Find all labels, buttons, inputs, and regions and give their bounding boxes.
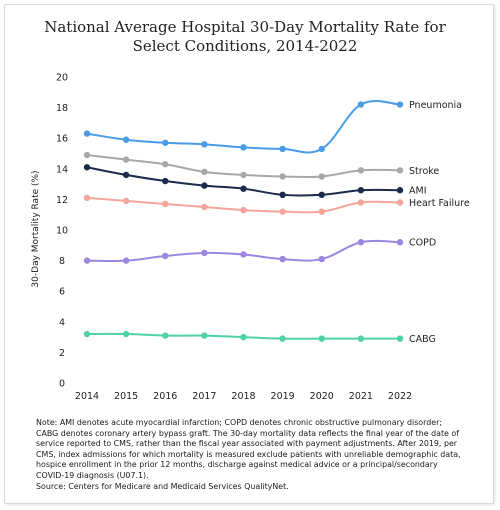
data-point [279, 208, 286, 215]
data-point [279, 145, 286, 153]
note-text: Note: AMI denotes acute myocardial infar… [36, 418, 461, 480]
data-point [396, 199, 404, 206]
data-point [162, 161, 169, 168]
data-point [357, 187, 365, 194]
data-point [396, 167, 404, 174]
series-label: Heart Failure [409, 198, 470, 209]
y-tick-label: 16 [56, 134, 68, 145]
x-tick-label: 2018 [231, 391, 255, 402]
series-label: Stroke [409, 166, 439, 177]
data-point [122, 171, 130, 179]
data-point [240, 171, 247, 179]
y-tick-label: 18 [56, 103, 68, 114]
data-point [357, 239, 365, 246]
data-point [162, 177, 169, 185]
y-axis-label: 30-Day Mortality Rate (%) [31, 170, 41, 287]
data-point [83, 130, 91, 137]
series-ami: AMI [83, 164, 427, 199]
x-tick-label: 2014 [75, 391, 99, 402]
y-tick-label: 4 [59, 317, 65, 328]
data-point [396, 187, 404, 194]
x-tick-label: 2020 [310, 391, 334, 402]
data-point [318, 145, 325, 153]
x-tick-label: 2022 [388, 391, 412, 402]
y-tick-label: 10 [56, 226, 68, 237]
data-point [122, 136, 130, 143]
data-point [318, 191, 325, 199]
series-pneumonia: Pneumonia [83, 100, 462, 154]
x-tick-label: 2017 [192, 391, 216, 402]
data-point [240, 185, 247, 192]
series-label: COPD [409, 238, 436, 249]
data-point [357, 101, 365, 108]
data-point [279, 255, 286, 263]
data-point [122, 330, 130, 338]
source-text: Source: Centers for Medicare and Medicai… [36, 481, 289, 491]
series-heart-failure: Heart Failure [83, 194, 470, 215]
data-point [83, 151, 91, 159]
series-label: CABG [409, 334, 436, 345]
y-tick-label: 12 [56, 195, 68, 206]
data-point [83, 257, 91, 264]
y-tick-label: 8 [59, 256, 65, 267]
axes: 0 2 4 6 8 10 12 14 16 18 20 2014 2015 2016 2017 2018 201… [56, 73, 412, 403]
y-tick-label: 0 [59, 379, 65, 390]
data-point [201, 168, 208, 176]
data-point [201, 203, 208, 211]
x-tick-label: 2016 [153, 391, 177, 402]
x-tick-label: 2019 [271, 391, 295, 402]
data-point [240, 251, 247, 258]
y-tick-label: 20 [56, 73, 68, 84]
data-point [83, 330, 91, 338]
data-point [318, 208, 325, 215]
data-point [201, 141, 208, 148]
data-point [162, 252, 169, 260]
data-point [122, 197, 130, 205]
data-point [357, 199, 365, 206]
data-point [396, 101, 404, 108]
data-point [279, 173, 286, 180]
data-point [162, 139, 169, 146]
data-point [201, 332, 208, 339]
data-point [318, 173, 325, 180]
series-label: Pneumonia [409, 100, 462, 111]
data-point [240, 144, 247, 151]
data-point [357, 335, 365, 342]
x-tick-label: 2015 [114, 391, 138, 402]
data-point [240, 206, 247, 214]
chart-note: Note: AMI denotes acute myocardial infar… [36, 418, 466, 492]
data-point [357, 167, 365, 174]
data-point [122, 257, 130, 264]
x-tick-label: 2021 [349, 391, 373, 402]
y-tick-label: 2 [59, 348, 65, 359]
chart-card [4, 4, 494, 504]
data-point [122, 156, 130, 163]
data-point [279, 335, 286, 342]
data-point [162, 332, 169, 339]
data-point [279, 191, 286, 199]
data-point [83, 164, 91, 171]
series-line [86, 239, 401, 262]
data-point [83, 194, 91, 202]
data-point [240, 333, 247, 341]
data-point [396, 335, 404, 342]
data-point [201, 182, 208, 189]
y-tick-label: 6 [59, 287, 65, 298]
series-copd: COPD [83, 238, 436, 264]
data-point [162, 200, 169, 208]
data-point [318, 255, 325, 263]
y-tick-label: 14 [56, 164, 68, 175]
data-point [201, 249, 208, 257]
series-label: AMI [409, 186, 427, 197]
series-cabg: CABG [83, 330, 436, 345]
series-stroke: Stroke [83, 151, 439, 180]
chart-title: National Average Hospital 30-Day Mortali… [44, 18, 446, 55]
data-point [318, 335, 325, 342]
data-point [396, 239, 404, 246]
